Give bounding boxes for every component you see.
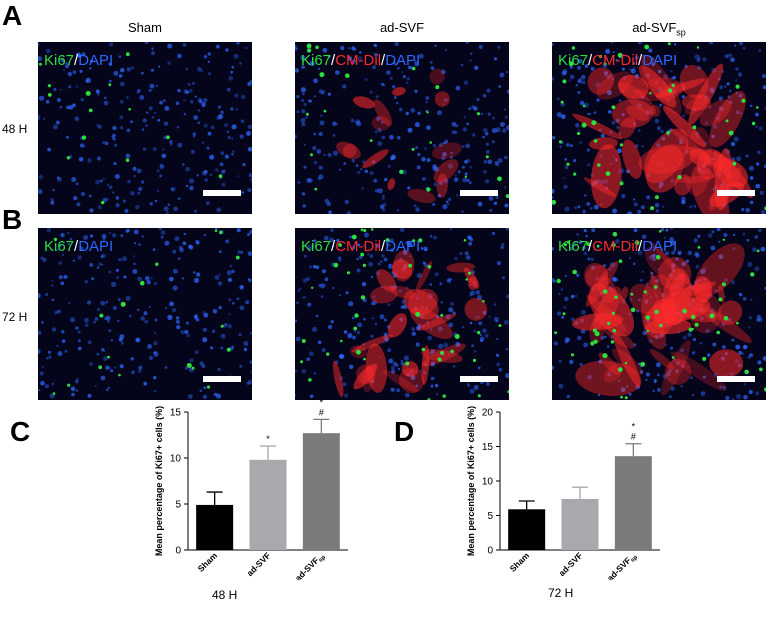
y-tick-label: 0: [175, 546, 181, 557]
y-tick-label: 20: [482, 408, 494, 419]
stain-legend: Ki67/DAPI: [44, 238, 113, 255]
stain-separator: /: [331, 238, 336, 255]
column-title-subscript: sp: [676, 27, 686, 38]
x-tick-label: Sham: [196, 550, 220, 574]
column-title-adsvfsp: ad-SVFsp: [552, 20, 766, 38]
x-tick-label: ad-SVF: [557, 550, 585, 578]
row-label-48h: 48 H: [2, 122, 28, 136]
ki67-label: Ki67: [44, 52, 75, 69]
column-title-text: Sham: [128, 20, 162, 35]
micrograph-72h-sham: Ki67/DAPI: [38, 228, 252, 400]
micrograph-48h-adsvf: Ki67/CM-Dil/DAPI: [295, 42, 509, 214]
bar: [302, 433, 340, 550]
y-axis-label: Mean percentage of Ki67+ cells (%): [466, 406, 476, 556]
stain-separator: /: [588, 52, 593, 69]
stain-separator: /: [74, 238, 79, 255]
bar: [561, 498, 599, 550]
scale-bar: [203, 376, 241, 382]
chart-xlabel-72h: 72 H: [548, 586, 574, 600]
cmdil-label: CM-Dil: [592, 52, 639, 69]
y-tick-label: 10: [170, 454, 182, 465]
bar: [196, 504, 234, 550]
y-tick-label: 5: [175, 500, 181, 511]
row-label-72h: 72 H: [2, 310, 28, 324]
x-tick-label: Sham: [508, 550, 532, 574]
panel-label-b: B: [2, 204, 23, 235]
y-tick-label: 10: [482, 477, 494, 488]
column-title-sham: Sham: [38, 20, 252, 35]
stain-legend: Ki67/DAPI: [44, 52, 113, 69]
significance-mark: *: [632, 422, 636, 432]
bar-chart-72h: 0 5 10 15 20 Mean percentage of Ki67+ cells (…: [466, 406, 660, 580]
micrograph-image: [295, 228, 509, 400]
stain-legend: Ki67/CM-Dil/DAPI: [301, 238, 420, 255]
y-tick-label: 15: [482, 442, 494, 453]
stain-separator: /: [381, 52, 386, 69]
stain-separator: /: [588, 238, 593, 255]
significance-mark: *: [320, 400, 324, 407]
micrograph-image: [38, 42, 252, 214]
stain-legend: Ki67/CM-Dil/DAPI: [301, 52, 420, 69]
column-title-text: ad-SVF: [379, 20, 425, 35]
significance-mark: #: [319, 407, 324, 417]
dapi-label: DAPI: [385, 52, 421, 69]
y-tick-label: 0: [487, 546, 493, 557]
micrograph-48h-adsvfsp: Ki67/CM-Dil/DAPI: [552, 42, 766, 214]
dapi-label: DAPI: [642, 238, 678, 255]
scale-bar: [460, 190, 498, 196]
stain-separator: /: [331, 52, 336, 69]
ki67-label: Ki67: [558, 238, 589, 255]
ki67-label: Ki67: [44, 238, 75, 255]
significance-mark: #: [631, 432, 636, 442]
bar: [614, 456, 652, 550]
scale-bar: [460, 376, 498, 382]
dapi-label: DAPI: [385, 238, 421, 255]
bar: [508, 509, 546, 550]
x-tick-label: ad-SVFsp: [605, 550, 639, 580]
panel-label-d: D: [394, 416, 415, 447]
micrograph-72h-adsvfsp: Ki67/CM-Dil/DAPI: [552, 228, 766, 400]
micrograph-72h-adsvf: Ki67/CM-Dil/DAPI: [295, 228, 509, 400]
scale-bar: [717, 376, 755, 382]
panel-label-c: C: [10, 416, 31, 447]
cmdil-label: CM-Dil: [335, 52, 382, 69]
dapi-label: DAPI: [78, 52, 114, 69]
stain-legend: Ki67/CM-Dil/DAPI: [558, 238, 677, 255]
significance-mark: *: [266, 434, 270, 444]
ki67-label: Ki67: [301, 52, 332, 69]
stain-separator: /: [638, 238, 643, 255]
x-tick-label: ad-SVF: [245, 550, 273, 578]
stain-separator: /: [638, 52, 643, 69]
y-axis-label: Mean percentage of Ki67+ cells (%): [154, 406, 164, 556]
y-tick-label: 5: [487, 511, 493, 522]
panel-label-a: A: [2, 0, 23, 31]
ki67-label: Ki67: [558, 52, 589, 69]
scale-bar: [203, 190, 241, 196]
micrograph-image: [38, 228, 252, 399]
micrograph-48h-sham: Ki67/DAPI: [38, 42, 252, 214]
micrograph-image: [552, 228, 766, 400]
micrograph-image: [295, 42, 509, 214]
dapi-label: DAPI: [78, 238, 114, 255]
stain-legend: Ki67/CM-Dil/DAPI: [558, 52, 677, 69]
scale-bar: [717, 190, 755, 196]
cmdil-label: CM-Dil: [592, 238, 639, 255]
chart-xlabel-48h: 48 H: [212, 588, 238, 602]
y-tick-label: 15: [170, 408, 182, 419]
ki67-label: Ki67: [301, 238, 332, 255]
stain-separator: /: [381, 238, 386, 255]
cmdil-label: CM-Dil: [335, 238, 382, 255]
bar: [249, 459, 287, 550]
bar-chart-48h: 0 5 10 15 Mean percentage of Ki67+ cells (%)…: [154, 400, 348, 580]
column-title-text: ad-SVF: [632, 20, 677, 35]
column-title-adsvf: ad-SVF: [295, 20, 509, 35]
dapi-label: DAPI: [642, 52, 678, 69]
stain-separator: /: [74, 52, 79, 69]
x-tick-label: ad-SVFsp: [293, 550, 327, 580]
